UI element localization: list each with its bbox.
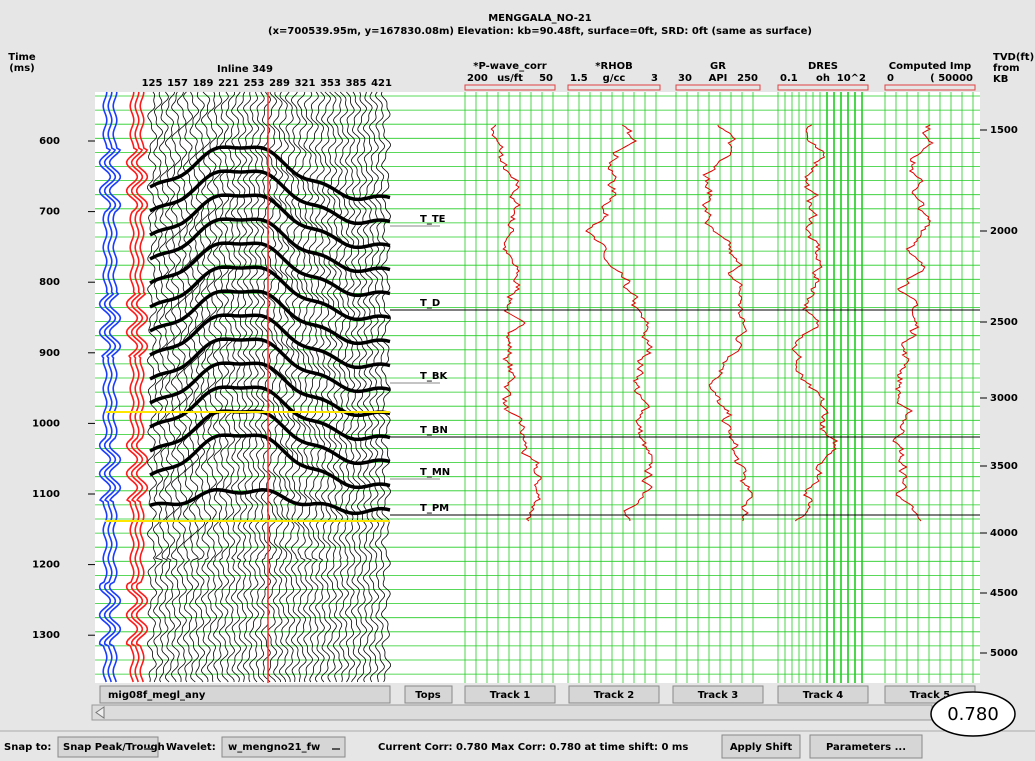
canvas: MENGGALA_NO-21 (x=700539.95m, y=167830.08… xyxy=(0,0,1035,761)
top-label: T_TE xyxy=(420,214,446,225)
track-name: Computed Imp xyxy=(889,61,971,72)
tvd-tick-label: 2500 xyxy=(990,317,1018,328)
parameters-label: Parameters ... xyxy=(826,742,906,753)
track-scale: API xyxy=(709,73,728,84)
track-name: GR xyxy=(710,61,726,72)
top-label: T_BN xyxy=(420,425,448,436)
tvd-tick-label: 5000 xyxy=(990,648,1018,659)
top-label: T_D xyxy=(420,298,440,309)
time-tick-label: 1000 xyxy=(32,418,60,429)
seismic-button-label: mig08f_megl_any xyxy=(108,690,206,701)
corr-status: Current Corr: 0.780 Max Corr: 0.780 at t… xyxy=(378,742,688,753)
tops-button-label: Tops xyxy=(415,690,441,701)
time-tick-label: 600 xyxy=(39,136,60,147)
apply-label: Apply Shift xyxy=(730,742,793,753)
seismic-title: Inline 349 xyxy=(217,64,273,75)
track-scale: 0 xyxy=(887,73,894,84)
tvd-tick-label: 1500 xyxy=(990,125,1018,136)
tvd-axis-label: from xyxy=(993,63,1020,74)
track-button-label: Track 2 xyxy=(594,690,634,701)
scrollbar[interactable] xyxy=(92,705,932,720)
track-scale: 200 xyxy=(467,73,488,84)
well-title: MENGGALA_NO-21 xyxy=(488,13,592,24)
trace-number: 189 xyxy=(193,78,214,89)
top-label: T_PM xyxy=(420,503,449,514)
track-name: DRES xyxy=(808,61,838,72)
track-scale: g/cc xyxy=(603,73,626,84)
trace-number: 125 xyxy=(142,78,163,89)
track-scale: 0.1 xyxy=(780,73,798,84)
snap-label: Snap to: xyxy=(4,742,51,753)
track-scale: 50 xyxy=(539,73,553,84)
well-tie-window: MENGGALA_NO-21 (x=700539.95m, y=167830.08… xyxy=(0,0,1035,761)
tvd-tick-label: 4000 xyxy=(990,528,1018,539)
time-tick-label: 800 xyxy=(39,277,60,288)
trace-number: 221 xyxy=(218,78,239,89)
track-button-label: Track 3 xyxy=(698,690,738,701)
snap-value: Snap Peak/Trough xyxy=(63,742,165,753)
track-range-box xyxy=(778,85,868,90)
tvd-tick-label: 4500 xyxy=(990,588,1018,599)
tvd-axis-label: KB xyxy=(993,74,1008,85)
top-label: T_MN xyxy=(420,467,450,478)
track-button-label: Track 1 xyxy=(490,690,530,701)
track-scale: 3 xyxy=(651,73,658,84)
tvd-tick-label: 3000 xyxy=(990,393,1018,404)
track-scale: 250 xyxy=(737,73,758,84)
track-name: *P-wave_corr xyxy=(473,61,547,72)
time-tick-label: 900 xyxy=(39,348,60,359)
tvd-tick-label: 2000 xyxy=(990,226,1018,237)
trace-number: 385 xyxy=(346,78,367,89)
trace-number: 353 xyxy=(320,78,341,89)
time-tick-label: 1200 xyxy=(32,560,60,571)
corr-badge-value: 0.780 xyxy=(947,704,999,725)
trace-number: 253 xyxy=(244,78,265,89)
trace-number: 421 xyxy=(371,78,392,89)
wavelet-value: w_mengno21_fw xyxy=(228,742,320,753)
track-scale: us/ft xyxy=(497,73,523,84)
track-scale: 30 xyxy=(678,73,692,84)
track-scale: ( 50000 xyxy=(930,73,973,84)
time-tick-label: 1300 xyxy=(32,630,60,641)
track-scale: 1.5 xyxy=(570,73,588,84)
time-tick-label: 700 xyxy=(39,207,60,218)
trace-number: 321 xyxy=(295,78,316,89)
well-subtitle: (x=700539.95m, y=167830.08m) Elevation: … xyxy=(268,26,812,37)
track-name: *RHOB xyxy=(595,61,632,72)
track-range-box xyxy=(676,85,760,90)
tvd-tick-label: 3500 xyxy=(990,461,1018,472)
top-label: T_BK xyxy=(420,371,448,382)
trace-number: 157 xyxy=(167,78,188,89)
time-tick-label: 1100 xyxy=(32,489,60,500)
wavelet-label: Wavelet: xyxy=(166,742,216,753)
track-range-box xyxy=(568,85,660,90)
track-scale: 10^2 xyxy=(837,73,866,84)
track-button-label: Track 4 xyxy=(803,690,843,701)
track-scale: oh xyxy=(816,73,830,84)
track-range-box xyxy=(465,85,555,90)
track-range-box xyxy=(885,85,975,90)
time-axis-label: (ms) xyxy=(9,63,35,74)
tvd-axis-label: TVD(ft) xyxy=(993,52,1034,63)
trace-number: 289 xyxy=(269,78,290,89)
time-axis-label: Time xyxy=(8,52,36,63)
